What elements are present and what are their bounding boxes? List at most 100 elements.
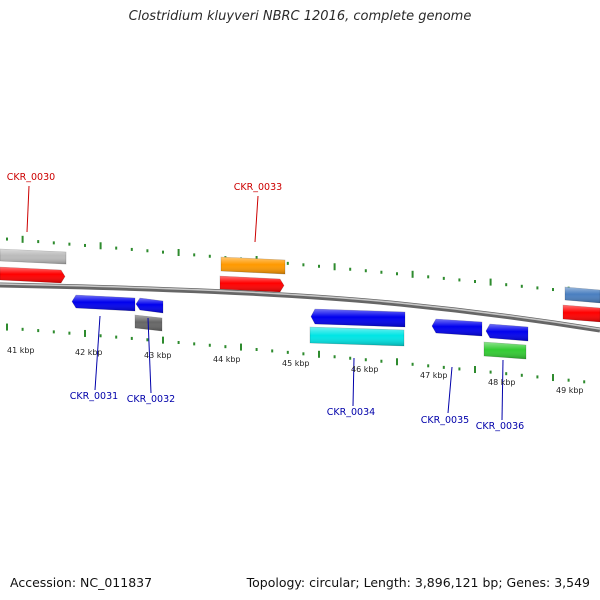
tick-mark	[474, 280, 476, 284]
tick-mark	[552, 374, 554, 382]
tick-mark	[130, 247, 133, 251]
lower-tick-track	[6, 323, 586, 384]
gene-label-ckr-0032[interactable]: CKR_0032	[127, 394, 175, 405]
scale-label: 46 kbp	[351, 365, 379, 374]
tick-mark	[177, 248, 180, 256]
tick-mark	[286, 261, 289, 265]
feature-green-0036[interactable]	[483, 341, 527, 360]
accession-text: Accession: NC_011837	[10, 575, 153, 590]
label-leader-lines	[26, 185, 504, 421]
tick-mark	[536, 375, 539, 379]
tick-mark	[427, 275, 430, 279]
tick-mark	[115, 335, 118, 339]
tick-mark	[52, 241, 55, 245]
gene-labels: CKR_0030 CKR_0031 CKR_0032 CKR_0033 CKR_0034…	[7, 172, 524, 432]
tick-mark	[505, 283, 508, 287]
tick-mark	[567, 378, 570, 382]
tick-mark	[552, 288, 554, 292]
tick-mark	[396, 272, 398, 276]
feature-red-0033[interactable]	[219, 275, 285, 293]
tick-mark	[115, 246, 118, 250]
scale-label: 43 kbp	[144, 351, 172, 360]
feature-blue-0036[interactable]	[485, 323, 529, 342]
feature-blue-0032[interactable]	[135, 297, 164, 314]
tick-mark	[162, 336, 164, 344]
tick-mark	[240, 343, 242, 351]
tick-mark	[271, 349, 274, 353]
tick-mark	[442, 276, 445, 280]
tick-mark	[146, 249, 149, 253]
tick-mark	[224, 345, 227, 349]
leader-line	[26, 185, 30, 233]
tick-mark	[411, 362, 414, 366]
tick-mark	[364, 358, 367, 362]
tick-mark	[302, 352, 305, 356]
tick-mark	[37, 329, 40, 333]
tick-mark	[318, 264, 320, 268]
tick-mark	[162, 250, 164, 254]
gene-label-ckr-0035[interactable]: CKR_0035	[421, 415, 469, 426]
tick-mark	[6, 237, 8, 241]
genome-backbone	[0, 282, 600, 333]
leader-line	[501, 359, 504, 421]
feature-track	[0, 248, 600, 360]
tick-mark	[474, 366, 476, 374]
tick-mark	[193, 342, 196, 346]
gene-label-ckr-0031[interactable]: CKR_0031	[70, 391, 118, 402]
tick-mark	[302, 263, 305, 267]
feature-steelblue-right[interactable]	[564, 286, 600, 304]
scale-label: 45 kbp	[282, 359, 310, 368]
tick-mark	[396, 358, 398, 366]
tick-mark	[255, 347, 258, 351]
scale-label: 49 kbp	[556, 386, 584, 395]
tick-mark	[349, 267, 352, 271]
tick-mark	[333, 355, 336, 359]
tick-mark	[505, 372, 508, 376]
tick-mark	[99, 242, 102, 250]
genome-backbone-highlight	[0, 283, 600, 330]
tick-mark	[536, 286, 539, 290]
tick-mark	[380, 359, 383, 363]
gene-label-ckr-0036[interactable]: CKR_0036	[476, 421, 524, 432]
tick-mark	[318, 350, 320, 358]
tick-mark	[380, 270, 383, 274]
leader-line	[352, 357, 355, 407]
gene-label-ckr-0033[interactable]: CKR_0033	[234, 182, 282, 193]
tick-mark	[520, 284, 523, 288]
feature-grey-left[interactable]	[0, 248, 67, 265]
tick-mark	[68, 242, 71, 246]
tick-mark	[458, 367, 461, 371]
tick-mark	[427, 364, 430, 368]
leader-line	[147, 317, 152, 394]
tick-mark	[286, 350, 289, 354]
tick-mark	[520, 373, 523, 377]
tick-mark	[68, 331, 71, 335]
feature-blue-0034[interactable]	[310, 308, 406, 328]
feature-orange-0033[interactable]	[220, 256, 286, 275]
leader-line	[254, 195, 259, 243]
tick-mark	[193, 253, 196, 257]
tick-mark	[489, 370, 492, 374]
gene-label-ckr-0030[interactable]: CKR_0030	[7, 172, 55, 183]
gene-label-ckr-0034[interactable]: CKR_0034	[327, 407, 375, 418]
feature-blue-0035[interactable]	[431, 318, 483, 337]
feature-blue-0031[interactable]	[71, 294, 136, 312]
tick-mark	[208, 254, 211, 258]
scale-label: 42 kbp	[75, 348, 103, 357]
tick-mark	[130, 336, 133, 340]
scale-label: 41 kbp	[7, 346, 35, 355]
scale-label: 48 kbp	[488, 378, 516, 387]
leader-line	[94, 315, 101, 391]
tick-mark	[489, 278, 492, 286]
feature-red-left[interactable]	[0, 266, 66, 284]
map-title: Clostridium kluyveri NBRC 12016, complet…	[128, 9, 472, 24]
feature-cyan-0034[interactable]	[309, 326, 405, 347]
tick-mark	[583, 380, 586, 384]
feature-red-right[interactable]	[562, 304, 600, 323]
tick-mark	[146, 338, 149, 342]
scale-labels: 41 kbp 42 kbp 43 kbp 44 kbp 45 kbp 46 kbp 47 k…	[7, 346, 584, 395]
tick-mark	[21, 235, 24, 243]
leader-line	[447, 366, 453, 414]
tick-mark	[6, 323, 8, 331]
